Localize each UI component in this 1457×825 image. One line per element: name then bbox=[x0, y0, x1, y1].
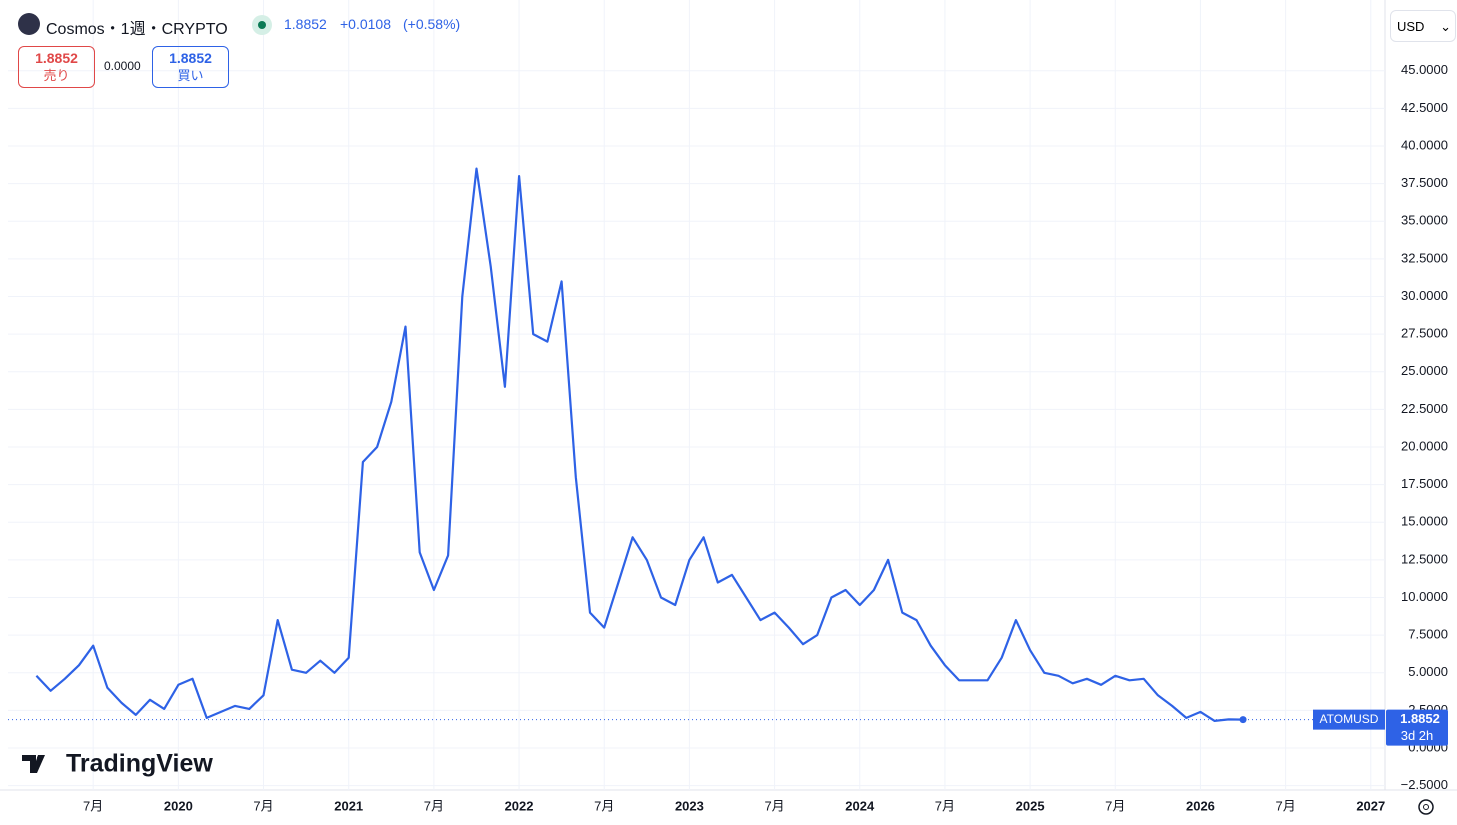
last-price: 1.8852 bbox=[284, 16, 327, 32]
y-tick-label: 17.5000 bbox=[1401, 476, 1448, 491]
currency[interactable]: USD bbox=[1397, 19, 1425, 34]
price-change-pct: (+0.58%) bbox=[403, 16, 461, 32]
settings-gear[interactable] bbox=[1418, 799, 1434, 815]
y-tick-label: 32.5000 bbox=[1401, 250, 1448, 265]
x-tick-label: 7月 bbox=[83, 798, 103, 813]
x-tick-label: 7月 bbox=[1105, 798, 1125, 813]
sell-button[interactable]: 1.8852 売り bbox=[18, 46, 95, 88]
last-price-bg bbox=[1386, 709, 1448, 746]
y-tick-label: 5.0000 bbox=[1408, 664, 1448, 679]
series-label-bg bbox=[1313, 709, 1385, 730]
last-point bbox=[1239, 716, 1247, 724]
brand: TradingView bbox=[22, 750, 213, 778]
currency-select[interactable]: USD ⌄ bbox=[1390, 10, 1456, 42]
y-tick-label: 45.0000 bbox=[1401, 62, 1448, 77]
y-tick-label: 27.5000 bbox=[1401, 326, 1448, 341]
x-tick-label: 7月 bbox=[424, 798, 444, 813]
y-tick-label: 12.5000 bbox=[1401, 551, 1448, 566]
buy-button[interactable]: 1.8852 買い bbox=[152, 46, 229, 88]
series-label: ATOMUSD bbox=[1320, 712, 1379, 726]
x-tick-label: 2022 bbox=[505, 798, 534, 813]
x-tick-label: 7月 bbox=[594, 798, 614, 813]
price-change: +0.0108 bbox=[340, 16, 391, 32]
y-tick-label: 10.0000 bbox=[1401, 589, 1448, 604]
y-tick-label: 37.5000 bbox=[1401, 175, 1448, 190]
symbol-logo bbox=[18, 13, 40, 35]
sell-price[interactable]: 1.8852 bbox=[35, 50, 78, 66]
grid bbox=[8, 0, 1385, 790]
x-tick-label: 2024 bbox=[845, 798, 875, 813]
dropdown-arrow[interactable]: ⌄ bbox=[1440, 19, 1451, 34]
x-tick-label: 2025 bbox=[1016, 798, 1045, 813]
y-tick-label: 40.0000 bbox=[1401, 137, 1448, 152]
plot bbox=[8, 167, 1385, 724]
y-tick-label: 42.5000 bbox=[1401, 100, 1448, 115]
x-tick-label: 2026 bbox=[1186, 798, 1215, 813]
y-tick-label: 30.0000 bbox=[1401, 288, 1448, 303]
brand-name: TradingView bbox=[66, 750, 213, 778]
y-tick-label: 35.0000 bbox=[1401, 213, 1448, 228]
y-tick-label: 15.0000 bbox=[1401, 514, 1448, 529]
brand-logo-dot bbox=[37, 755, 43, 761]
x-tick-label: 7月 bbox=[935, 798, 955, 813]
last-price-label: 1.8852 bbox=[1400, 711, 1440, 726]
settings-icon[interactable] bbox=[1418, 799, 1434, 815]
buy-label[interactable]: 買い bbox=[177, 68, 204, 83]
y-tick-label: 20.0000 bbox=[1401, 438, 1448, 453]
x-tick-label: 2023 bbox=[675, 798, 704, 813]
y-tick-label: 7.5000 bbox=[1408, 627, 1448, 642]
market-status-dot bbox=[258, 21, 266, 29]
symbol-title[interactable]: Cosmos・1週・CRYPTO bbox=[46, 21, 228, 38]
sell-label[interactable]: 売り bbox=[43, 68, 70, 83]
y-tick-label: −2.5000 bbox=[1401, 777, 1448, 792]
x-tick-label: 2027 bbox=[1356, 798, 1385, 813]
x-tick-label: 7月 bbox=[253, 798, 273, 813]
x-tick-label: 2020 bbox=[164, 798, 193, 813]
buy-price[interactable]: 1.8852 bbox=[169, 50, 212, 66]
countdown: 3d 2h bbox=[1401, 728, 1434, 743]
x-tick-label: 2021 bbox=[334, 798, 363, 813]
x-tick-label: 7月 bbox=[1276, 798, 1296, 813]
axes: −2.50000.00002.50005.00007.500010.000012… bbox=[83, 62, 1448, 813]
settings-gear-hub[interactable] bbox=[1423, 804, 1429, 810]
price-line bbox=[35, 167, 1244, 722]
y-tick-label: 25.0000 bbox=[1401, 363, 1448, 378]
x-tick-label: 7月 bbox=[764, 798, 784, 813]
y-tick-label: 22.5000 bbox=[1401, 401, 1448, 416]
spread: 0.0000 bbox=[104, 59, 141, 73]
